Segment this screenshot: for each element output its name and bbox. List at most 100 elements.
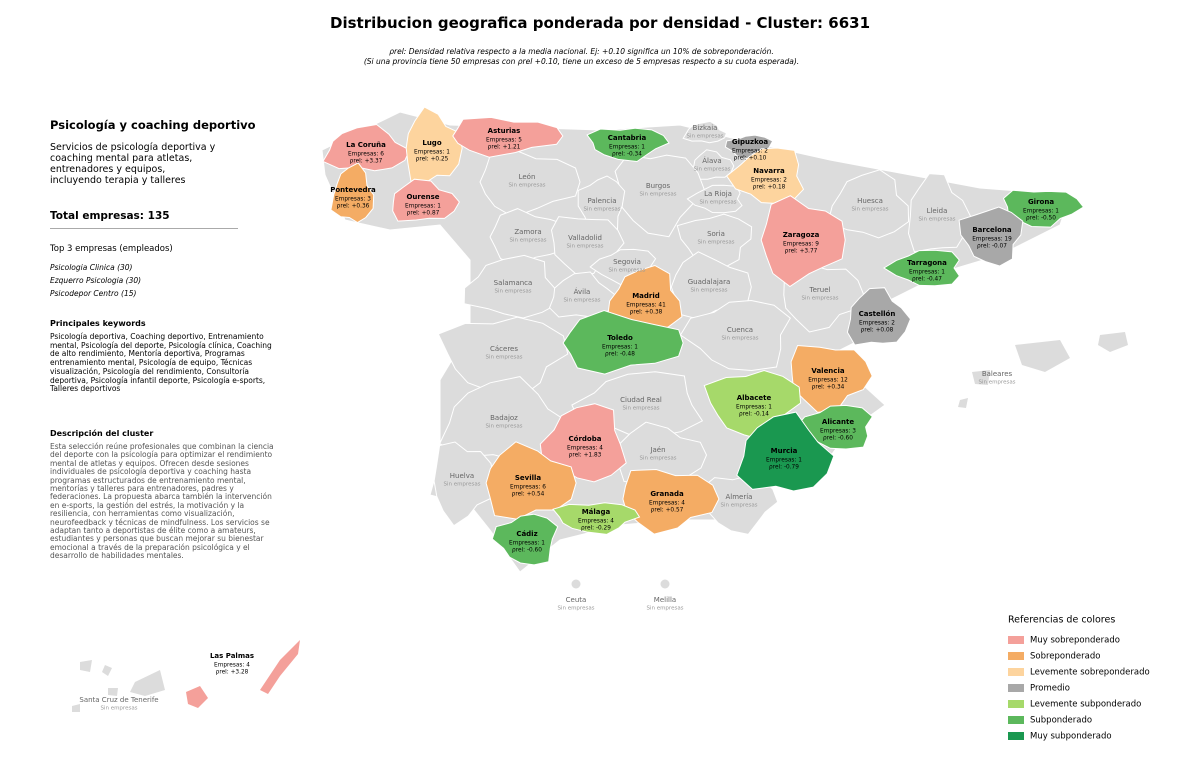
province-status: Sin empresas (639, 456, 676, 462)
legend-label: Muy sobreponderado (1030, 636, 1120, 646)
legend-label: Subponderado (1030, 716, 1092, 726)
province-name: Girona (1028, 198, 1054, 206)
province-density: ρrel: +0.54 (512, 492, 545, 498)
province-status: Sin empresas (622, 406, 659, 412)
province-name: Ávila (574, 287, 591, 296)
province-companies: Empresas: 4 (578, 519, 614, 525)
keywords: Psicología deportiva, Coaching deportivo… (50, 332, 272, 394)
province-name: Málaga (582, 508, 611, 516)
province-status: Sin empresas (918, 217, 955, 223)
province-name: Ourense (406, 193, 439, 201)
province-name: Lugo (422, 139, 441, 147)
province-shape (489, 208, 571, 267)
province-status: Sin empresas (485, 355, 522, 361)
province-density: ρrel: -0.29 (581, 526, 611, 532)
province-status: Sin empresas (583, 207, 620, 213)
province-name: Ceuta (566, 596, 587, 604)
province-shape (539, 403, 627, 483)
legend-swatch (1008, 684, 1024, 692)
province-density: ρrel: -0.60 (823, 436, 853, 442)
province-name: Barcelona (972, 226, 1012, 234)
note-line: ρrel: Densidad relativa respecto a la me… (389, 47, 774, 56)
province-shape (846, 287, 912, 346)
province-status: Sin empresas (686, 134, 723, 140)
province-companies: Empresas: 6 (348, 152, 384, 158)
province-shape (479, 149, 581, 218)
province-status: Sin empresas (563, 298, 600, 304)
legend-swatch (1008, 636, 1024, 644)
province-name: Sevilla (515, 474, 542, 482)
province-companies: Empresas: 6 (510, 485, 546, 491)
province-name: La Coruña (346, 141, 386, 149)
province-status: Sin empresas (566, 244, 603, 250)
province-name: Castellón (859, 310, 896, 318)
province-shape (827, 169, 910, 239)
province-companies: Empresas: 1 (405, 204, 441, 210)
province-shape (958, 206, 1024, 267)
province-density: ρrel: -0.48 (605, 352, 635, 358)
province-shape (736, 411, 835, 492)
province-name: Tarragona (907, 259, 947, 267)
province-name: Huesca (857, 197, 883, 205)
legend-label: Promedio (1030, 684, 1070, 694)
province-companies: Empresas: 1 (909, 270, 945, 276)
province-shape (907, 173, 971, 253)
province-name: Cuenca (727, 326, 753, 334)
province-name: León (519, 173, 536, 181)
province-companies: Empresas: 1 (736, 405, 772, 411)
province-status: Sin empresas (508, 183, 545, 189)
province-companies: Empresas: 41 (626, 303, 666, 309)
province-companies: Empresas: 1 (414, 150, 450, 156)
province-companies: Empresas: 5 (486, 138, 522, 144)
province-density: ρrel: +3.37 (350, 159, 383, 165)
province-companies: Empresas: 2 (751, 178, 787, 184)
province-companies: Empresas: 3 (335, 197, 371, 203)
legend-swatch (1008, 700, 1024, 708)
province-shape (437, 316, 569, 399)
province-name: Baleares (982, 370, 1013, 378)
top-company: Psicologia Clinica (30) (50, 263, 133, 272)
top-title: Top 3 empresas (empleados) (50, 244, 173, 254)
province-density: ρrel: +3.77 (785, 249, 818, 255)
province-density: ρrel: -0.34 (612, 152, 642, 158)
province-density: ρrel: -0.14 (739, 412, 769, 418)
baleares-islands (958, 332, 1128, 408)
province-density: ρrel: +3.28 (216, 670, 249, 676)
province-companies: Empresas: 1 (609, 145, 645, 151)
top-company: Ezquerro Psicologia (30) (50, 276, 142, 285)
province-name: Zaragoza (783, 231, 820, 239)
province-density: ρrel: -0.60 (512, 548, 542, 554)
province-name: Guadalajara (688, 278, 731, 286)
province-companies: Empresas: 4 (567, 446, 603, 452)
province-name: Madrid (632, 292, 660, 300)
province-shape (883, 249, 961, 287)
province-name: Bizkaia (693, 124, 718, 132)
title: Distribucion geografica ponderada por de… (330, 14, 870, 32)
province-name: Teruel (809, 286, 831, 294)
province-name: Las Palmas (210, 652, 254, 660)
province-name: Alicante (822, 418, 854, 426)
province-status: Sin empresas (851, 207, 888, 213)
province-companies: Empresas: 1 (509, 541, 545, 547)
province-name: Gipuzkoa (732, 138, 768, 146)
canarias-islands (72, 660, 165, 712)
province-status: Sin empresas (608, 268, 645, 274)
province-companies: Empresas: 1 (766, 458, 802, 464)
province-shape (783, 263, 865, 333)
province-shape (485, 441, 577, 520)
province-name: Cádiz (516, 530, 537, 538)
province-name: Huelva (450, 472, 474, 480)
province-density: ρrel: -0.50 (1026, 216, 1056, 222)
province-shape (660, 579, 670, 589)
province-companies: Empresas: 12 (808, 378, 848, 384)
province-shape (552, 502, 641, 535)
legend-label: Levemente subponderado (1030, 700, 1141, 710)
province-status: Sin empresas (801, 296, 838, 302)
province-companies: Empresas: 2 (859, 321, 895, 327)
province-companies: Empresas: 3 (820, 429, 856, 435)
province-name: Jaén (649, 446, 665, 454)
legend-label: Muy subponderado (1030, 732, 1112, 742)
province-shape (686, 184, 743, 214)
province-status: Sin empresas (699, 200, 736, 206)
